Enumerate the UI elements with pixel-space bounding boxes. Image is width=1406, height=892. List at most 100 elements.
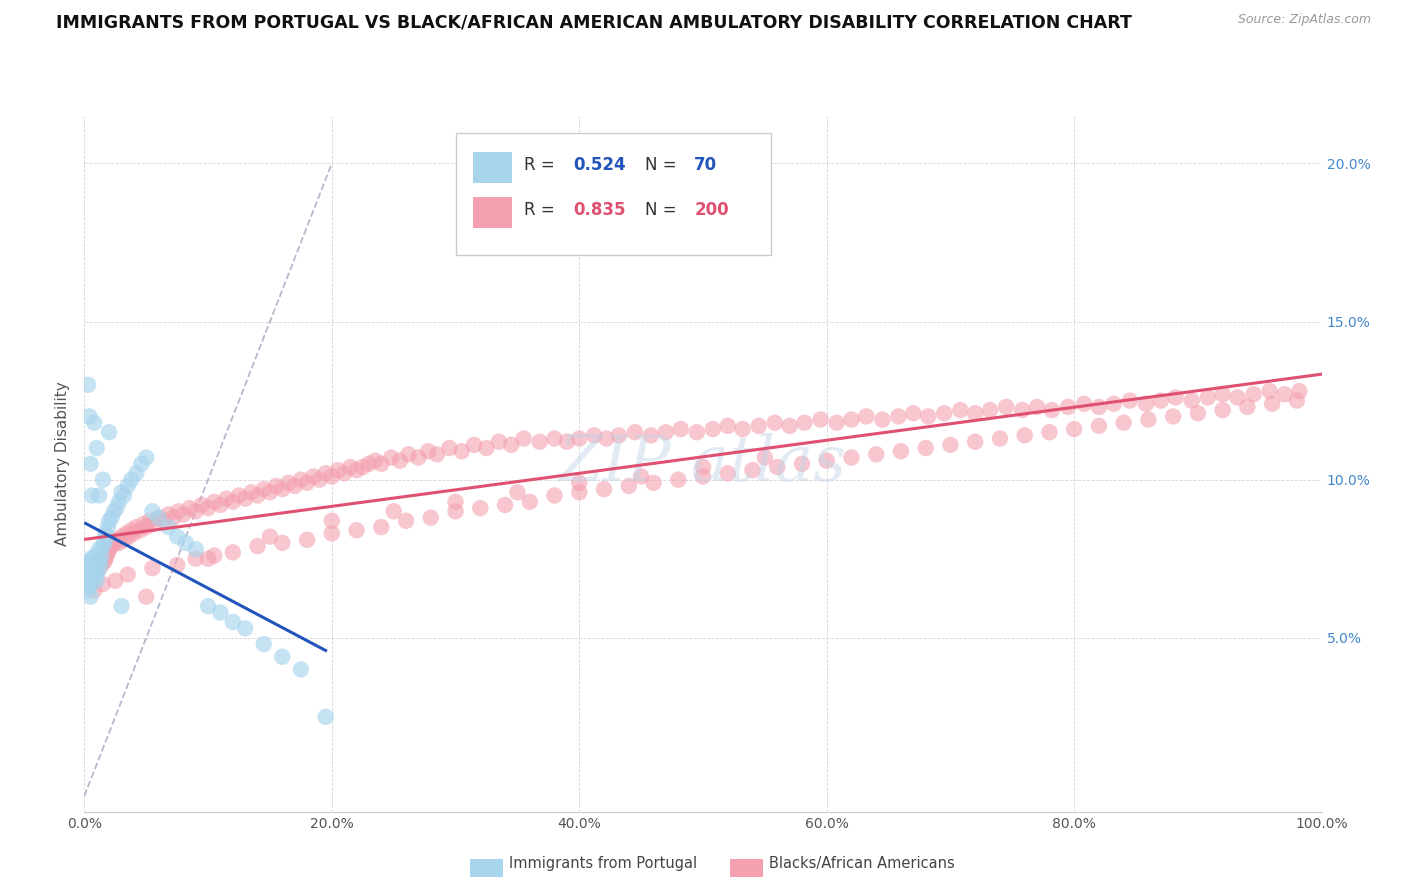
Point (741, 463, 763, 477)
Point (872, 412, 894, 426)
Point (995, 400, 1018, 414)
Point (271, 536, 294, 550)
Point (184, 551, 207, 566)
Point (290, 662, 312, 676)
Point (222, 495, 245, 509)
Point (1258, 384, 1281, 398)
Point (439, 441, 461, 455)
Point (815, 453, 838, 467)
Point (94, 551, 117, 566)
Point (79, 571, 101, 585)
Point (197, 501, 219, 516)
Point (89, 561, 111, 575)
Point (607, 428, 630, 442)
Point (595, 432, 617, 446)
Point (228, 488, 250, 502)
Point (1073, 397, 1095, 411)
Point (326, 463, 349, 477)
Point (139, 514, 162, 528)
Point (75, 577, 97, 591)
Point (1181, 393, 1204, 408)
Point (1236, 400, 1258, 414)
Point (82, 555, 104, 569)
Point (494, 498, 516, 512)
Point (79, 558, 101, 572)
Point (1197, 391, 1219, 405)
Text: 70: 70 (695, 156, 717, 174)
Point (79, 551, 101, 566)
Point (120, 473, 142, 487)
Point (382, 504, 405, 518)
Point (84, 567, 107, 582)
Point (97, 545, 120, 559)
Point (643, 475, 665, 490)
Text: R =: R = (523, 156, 560, 174)
Point (290, 473, 312, 487)
Point (103, 536, 125, 550)
Point (129, 523, 152, 537)
Point (86, 561, 108, 575)
Point (79, 590, 101, 604)
Point (1212, 387, 1234, 401)
Point (779, 418, 801, 433)
Point (271, 649, 294, 664)
Point (79, 580, 101, 594)
Point (321, 526, 343, 541)
Point (501, 438, 523, 452)
Point (110, 530, 132, 544)
Point (1285, 393, 1308, 408)
Text: R =: R = (523, 201, 560, 219)
Point (110, 599, 132, 614)
Point (110, 485, 132, 500)
Point (77, 574, 100, 588)
Point (97, 520, 120, 534)
Point (669, 422, 692, 436)
Point (1243, 387, 1265, 401)
Point (91, 539, 114, 553)
Point (142, 516, 165, 531)
Point (1011, 403, 1033, 417)
Point (184, 504, 207, 518)
Point (84, 549, 107, 563)
Point (108, 536, 131, 550)
Point (202, 549, 225, 563)
Point (470, 501, 492, 516)
Point (84, 558, 107, 572)
Point (1038, 425, 1060, 440)
Point (583, 428, 606, 442)
Point (77, 555, 100, 569)
Point (692, 469, 714, 483)
Point (370, 520, 392, 534)
Point (339, 460, 361, 475)
Point (763, 416, 786, 430)
Point (77, 377, 100, 392)
Point (655, 425, 678, 440)
Point (77, 567, 100, 582)
Point (93, 536, 115, 550)
Point (105, 501, 128, 516)
Point (77, 567, 100, 582)
Point (112, 488, 135, 502)
Point (463, 438, 485, 452)
Point (122, 526, 145, 541)
Point (1026, 400, 1049, 414)
Point (80, 567, 103, 582)
Point (543, 488, 565, 502)
Point (253, 637, 276, 651)
Point (444, 504, 467, 518)
Point (76, 583, 98, 598)
Point (172, 508, 194, 522)
Text: 0.835: 0.835 (574, 201, 626, 219)
Point (315, 710, 337, 724)
Point (593, 482, 616, 496)
Point (1164, 391, 1187, 405)
Point (1274, 387, 1296, 401)
Point (79, 457, 101, 471)
Point (426, 447, 449, 461)
Point (1288, 384, 1310, 398)
Point (277, 475, 299, 490)
FancyBboxPatch shape (472, 153, 512, 183)
Point (1187, 406, 1209, 420)
Point (120, 523, 142, 537)
Point (197, 599, 219, 614)
